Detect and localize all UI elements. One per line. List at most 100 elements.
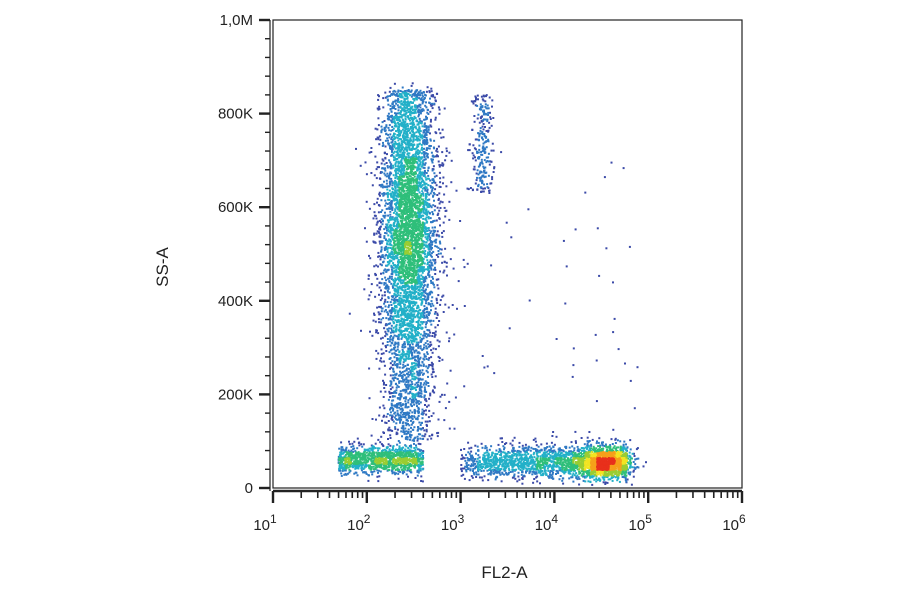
data-point bbox=[497, 471, 500, 473]
data-point bbox=[419, 437, 422, 440]
data-point bbox=[423, 135, 425, 138]
data-point bbox=[387, 287, 390, 290]
data-point bbox=[463, 385, 466, 388]
data-point bbox=[430, 268, 433, 271]
data-point bbox=[591, 475, 593, 478]
data-point bbox=[405, 424, 408, 427]
data-point bbox=[370, 291, 373, 294]
data-point bbox=[429, 364, 432, 367]
data-point bbox=[396, 353, 399, 356]
data-point bbox=[348, 312, 351, 315]
data-point bbox=[632, 470, 635, 473]
data-point bbox=[528, 470, 531, 473]
data-point bbox=[535, 472, 538, 475]
data-point bbox=[612, 331, 615, 334]
data-point bbox=[375, 264, 378, 267]
data-point bbox=[439, 248, 442, 251]
data-point bbox=[477, 470, 480, 473]
data-point bbox=[412, 101, 414, 104]
data-point bbox=[484, 187, 486, 190]
data-point bbox=[481, 137, 484, 140]
data-point bbox=[412, 420, 415, 423]
data-point bbox=[410, 318, 413, 321]
data-point bbox=[392, 447, 395, 450]
data-point bbox=[420, 480, 423, 482]
data-point bbox=[425, 186, 428, 189]
data-point bbox=[477, 449, 480, 452]
data-point bbox=[424, 209, 427, 212]
data-point bbox=[429, 138, 432, 141]
data-point bbox=[397, 205, 400, 208]
data-point bbox=[439, 395, 442, 398]
data-point bbox=[416, 106, 419, 109]
data-point bbox=[395, 305, 398, 307]
data-point bbox=[403, 91, 406, 94]
data-point bbox=[388, 219, 391, 222]
data-point bbox=[400, 288, 403, 291]
data-point bbox=[422, 95, 425, 98]
data-point bbox=[421, 322, 424, 325]
data-point bbox=[398, 146, 401, 149]
data-point bbox=[417, 357, 420, 360]
data-point bbox=[528, 467, 531, 470]
data-point bbox=[400, 148, 403, 151]
data-point bbox=[475, 473, 478, 476]
data-point bbox=[418, 150, 421, 153]
data-point bbox=[411, 351, 413, 354]
data-point bbox=[412, 140, 415, 143]
data-point bbox=[416, 435, 419, 438]
data-point bbox=[407, 392, 410, 395]
data-point bbox=[522, 447, 525, 450]
data-point bbox=[437, 212, 440, 215]
data-point bbox=[481, 106, 484, 109]
data-point bbox=[417, 164, 420, 167]
data-point bbox=[389, 316, 392, 319]
data-point bbox=[400, 130, 403, 133]
data-point bbox=[384, 91, 387, 94]
data-point bbox=[583, 443, 586, 446]
data-point bbox=[436, 284, 439, 287]
data-point bbox=[443, 107, 446, 110]
data-point bbox=[403, 432, 406, 435]
data-point bbox=[401, 352, 404, 355]
data-point bbox=[390, 204, 393, 207]
data-point bbox=[518, 450, 521, 453]
data-point bbox=[441, 164, 444, 167]
data-point bbox=[404, 406, 407, 409]
data-point bbox=[502, 468, 505, 471]
data-point bbox=[409, 336, 412, 339]
data-point bbox=[386, 98, 389, 101]
data-point bbox=[401, 310, 403, 313]
data-point bbox=[525, 467, 528, 470]
data-point bbox=[407, 399, 410, 402]
data-point bbox=[476, 188, 479, 191]
data-point bbox=[585, 475, 588, 478]
data-point bbox=[439, 303, 442, 306]
data-point bbox=[404, 90, 407, 92]
data-point bbox=[425, 127, 428, 130]
data-point bbox=[404, 353, 407, 356]
data-point bbox=[503, 448, 505, 451]
data-point bbox=[383, 300, 386, 303]
data-point bbox=[359, 164, 362, 167]
data-point bbox=[422, 180, 425, 182]
data-point bbox=[422, 280, 425, 283]
data-point bbox=[385, 286, 387, 288]
data-point bbox=[433, 230, 436, 233]
data-point bbox=[523, 453, 526, 456]
data-point bbox=[405, 445, 408, 448]
data-point bbox=[339, 469, 342, 472]
data-point bbox=[633, 455, 636, 457]
data-point bbox=[390, 119, 393, 122]
data-point bbox=[418, 103, 421, 106]
data-point bbox=[383, 448, 386, 451]
data-point bbox=[418, 467, 421, 470]
data-point bbox=[386, 219, 389, 222]
data-point bbox=[360, 469, 363, 472]
data-point bbox=[393, 362, 396, 365]
data-point bbox=[397, 403, 400, 406]
data-point bbox=[402, 403, 404, 406]
data-point bbox=[442, 182, 444, 185]
data-point bbox=[402, 351, 405, 354]
data-point bbox=[424, 197, 427, 200]
